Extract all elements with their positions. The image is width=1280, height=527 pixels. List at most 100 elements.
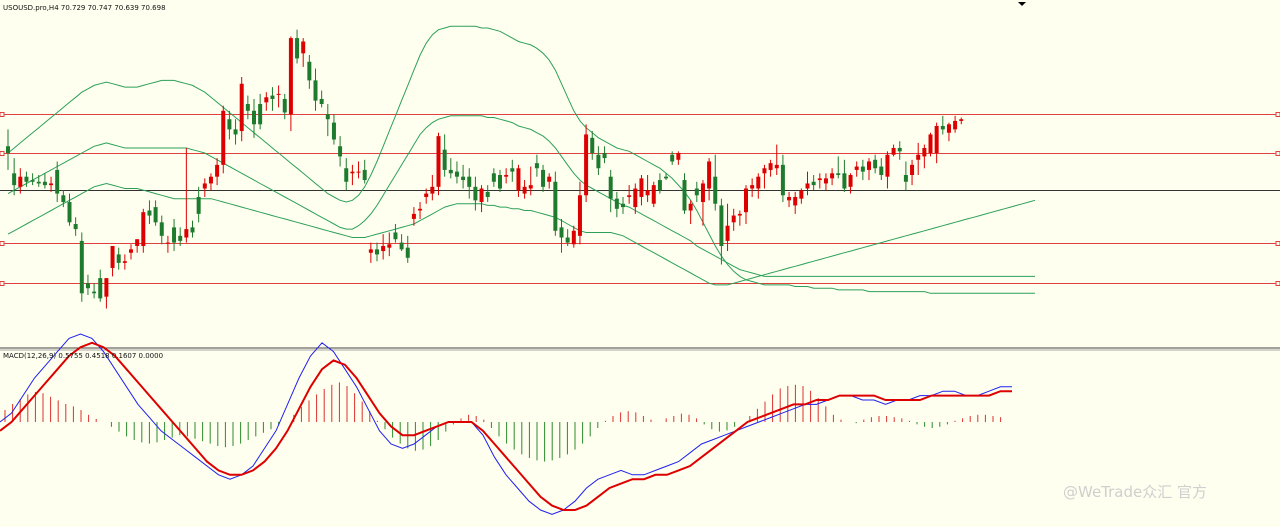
candle-body: [922, 147, 927, 157]
candle-body: [135, 239, 140, 246]
candle-body: [590, 137, 595, 154]
middle-band-line: [7, 115, 1035, 277]
candle-body: [418, 208, 423, 211]
candle-body: [6, 146, 10, 154]
candle-body: [49, 183, 54, 186]
candle-body: [553, 181, 558, 231]
price-level-handle-right: [1275, 281, 1280, 286]
candle-body: [122, 261, 127, 263]
candle-body: [270, 95, 275, 99]
candle-body: [454, 171, 459, 177]
candle-body: [916, 154, 921, 160]
candle-body: [467, 176, 472, 187]
candle-body: [639, 178, 644, 197]
bollinger-bands: [7, 25, 1036, 294]
candle-body: [288, 38, 293, 115]
candle-body: [172, 227, 177, 243]
candle-body: [780, 164, 785, 196]
candle-body: [750, 185, 755, 189]
candle-body: [522, 186, 527, 194]
candle-body: [79, 240, 84, 294]
candle-body: [787, 196, 792, 201]
candle-body: [953, 120, 958, 130]
candle-body: [584, 134, 589, 196]
candle-body: [375, 249, 379, 255]
candle-body: [110, 245, 115, 268]
candle-body: [670, 154, 675, 162]
macd-signal-line: [0, 341, 1012, 511]
candle-body: [448, 169, 453, 174]
candle-body: [737, 213, 742, 216]
candle-body: [559, 227, 564, 238]
candle-body: [867, 161, 871, 170]
candle-body: [873, 159, 878, 169]
candle-body: [276, 93, 281, 95]
candle-body: [504, 175, 509, 177]
candle-body: [221, 110, 226, 165]
candle-body: [688, 203, 693, 211]
candle-body: [602, 153, 607, 159]
candle-body: [885, 154, 890, 177]
candle-body: [381, 245, 386, 252]
candle-body: [301, 41, 306, 54]
candle-body: [411, 213, 416, 219]
candle-body: [725, 225, 730, 241]
candle-body: [30, 180, 35, 182]
candle-body: [571, 230, 576, 245]
candle-body: [799, 190, 804, 199]
candle-body: [313, 80, 318, 101]
candle-body: [295, 38, 300, 59]
candle-body: [793, 196, 798, 206]
candle-body: [215, 164, 220, 177]
candle-body: [116, 254, 121, 263]
shift-marker-icon[interactable]: [1018, 2, 1026, 6]
price-level-handle-right: [1275, 151, 1280, 156]
candle-body: [178, 235, 183, 241]
candle-body: [473, 186, 478, 201]
candle-body: [959, 119, 964, 121]
candle-body: [190, 227, 195, 233]
candle-body: [368, 249, 373, 253]
candle-body: [196, 196, 201, 214]
candle-body: [836, 173, 841, 175]
candle-body: [399, 242, 404, 250]
candle-body: [928, 134, 933, 154]
candle-body: [245, 104, 250, 111]
macd-panel[interactable]: MACD(12,26,9) 0.5755 0.4518 0.1607 0.000…: [0, 333, 1012, 515]
candle-body: [774, 164, 779, 169]
candle-body: [264, 97, 269, 103]
candle-body: [823, 178, 828, 184]
candle-body: [202, 183, 207, 189]
candle-body: [657, 180, 662, 191]
price-panel[interactable]: USOUSD.pro,H4 70.729 70.747 70.639 70.69…: [0, 2, 1280, 309]
candle-body: [534, 163, 539, 169]
candle-body: [319, 98, 324, 105]
candle-body: [350, 171, 355, 174]
candle-body: [461, 176, 466, 181]
candle-body: [436, 136, 441, 187]
candle-body: [18, 176, 23, 187]
candle-body: [85, 283, 90, 289]
candle-body: [707, 161, 712, 189]
candle-body: [387, 244, 392, 248]
symbol-header: USOUSD.pro,H4 70.729 70.747 70.639 70.69…: [3, 4, 166, 12]
candle-body: [239, 83, 244, 132]
candle-body: [479, 188, 484, 203]
candle-body: [516, 168, 521, 191]
candle-body: [627, 195, 632, 197]
candle-body: [307, 61, 312, 81]
candle-body: [184, 229, 189, 238]
candle-body: [565, 237, 570, 243]
candle-body: [633, 188, 638, 208]
candle-body: [854, 166, 859, 170]
candle-body: [756, 176, 761, 189]
candle-body: [73, 224, 78, 230]
candle-body: [713, 176, 718, 204]
candle-body: [645, 190, 650, 196]
candle-body: [897, 147, 902, 152]
candle-body: [805, 183, 810, 189]
candle-body: [528, 185, 533, 189]
candle-body: [830, 173, 835, 179]
candle-body: [24, 176, 29, 182]
candle-body: [98, 278, 103, 299]
